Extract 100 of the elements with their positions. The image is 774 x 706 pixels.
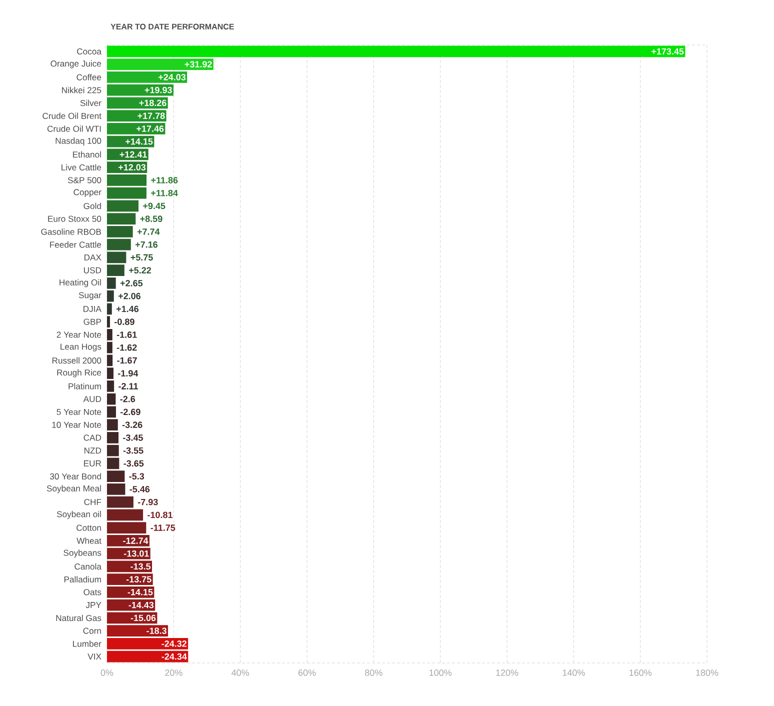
y-tick-label: Palladium bbox=[64, 576, 101, 582]
y-tick-label: Gasoline RBOB bbox=[41, 228, 102, 235]
y-tick-label: Oats bbox=[84, 589, 102, 596]
y-tick-label: CHF bbox=[84, 499, 102, 506]
data-label: +5.22 bbox=[128, 267, 152, 274]
data-label: +2.65 bbox=[120, 280, 143, 286]
data-label: -13.5 bbox=[130, 563, 151, 570]
x-tick-label: 180% bbox=[696, 670, 718, 676]
data-label: -1.62 bbox=[116, 344, 137, 351]
data-label: -2.6 bbox=[120, 396, 136, 402]
x-tick-label: 120% bbox=[496, 670, 518, 676]
y-tick-label: Soybean Meal bbox=[46, 485, 101, 494]
data-label: +7.16 bbox=[135, 241, 158, 248]
y-tick-label: Sugar bbox=[78, 292, 102, 300]
data-label: -18.3 bbox=[146, 628, 166, 634]
data-label: -12.74 bbox=[123, 538, 148, 544]
data-label: -5.46 bbox=[130, 486, 150, 492]
y-tick-label: Cocoa bbox=[77, 48, 102, 54]
y-tick-label: GBP bbox=[84, 318, 102, 325]
y-tick-label: Lumber bbox=[73, 640, 102, 647]
data-label: +2.06 bbox=[118, 292, 141, 300]
y-tick-label: Gold bbox=[84, 202, 101, 210]
data-label: +17.46 bbox=[136, 125, 164, 132]
data-label: -3.45 bbox=[123, 434, 143, 441]
y-tick-label: Heating Oil bbox=[60, 279, 101, 288]
chart-title: YEAR TO DATE PERFORMANCE bbox=[110, 24, 234, 30]
y-tick-label: Crude Oil Brent bbox=[42, 112, 102, 119]
x-tick-label: 160% bbox=[630, 670, 652, 676]
data-label: -7.93 bbox=[138, 498, 158, 506]
data-label: -10.81 bbox=[148, 512, 172, 518]
y-tick-label: VIX bbox=[88, 654, 102, 660]
y-tick-label: Live Cattle bbox=[62, 164, 102, 170]
data-label: +5.75 bbox=[130, 254, 153, 261]
data-label: -14.15 bbox=[128, 589, 153, 596]
data-label: +12.03 bbox=[118, 164, 146, 170]
bar bbox=[107, 58, 214, 70]
data-label: +1.46 bbox=[116, 306, 139, 312]
data-label: -3.55 bbox=[123, 447, 144, 454]
y-tick-label: Nikkei 225 bbox=[62, 86, 102, 94]
y-tick-label: Canola bbox=[74, 563, 102, 570]
data-label: -11.75 bbox=[150, 524, 176, 531]
y-tick-label: Natural Gas bbox=[56, 614, 102, 622]
y-tick-label: Copper bbox=[74, 189, 102, 197]
y-tick-label: Soybean oil bbox=[56, 510, 101, 519]
y-tick-label: Russell 2000 bbox=[52, 357, 102, 364]
data-label: +11.86 bbox=[151, 176, 178, 184]
data-label: +24.03 bbox=[158, 74, 186, 80]
y-tick-label: 2 Year Note bbox=[56, 332, 102, 338]
y-tick-label: S&P 500 bbox=[68, 177, 102, 184]
y-tick-label: Soybeans bbox=[64, 550, 102, 558]
y-tick-label: DJIA bbox=[84, 306, 102, 312]
data-label: -1.67 bbox=[117, 357, 137, 364]
data-label: -24.34 bbox=[162, 653, 187, 660]
y-tick-label: 30 Year Bond bbox=[50, 473, 101, 480]
y-tick-label: NZD bbox=[84, 448, 102, 454]
bar bbox=[107, 72, 188, 83]
y-tick-label: Silver bbox=[80, 100, 102, 106]
x-tick-label: 140% bbox=[562, 670, 585, 676]
y-tick-label: CAD bbox=[84, 434, 102, 441]
x-tick-label: 20% bbox=[165, 670, 182, 676]
data-label: -0.89 bbox=[114, 318, 134, 326]
data-label: -13.75 bbox=[126, 576, 152, 582]
data-label: -24.32 bbox=[162, 640, 187, 647]
data-label: -3.26 bbox=[122, 422, 142, 428]
y-tick-label: 10 Year Note bbox=[52, 422, 102, 428]
data-label: +19.93 bbox=[144, 86, 172, 94]
y-tick-label: Rough Rice bbox=[57, 369, 102, 378]
data-label: +173.45 bbox=[652, 48, 684, 55]
data-label: -5.3 bbox=[129, 473, 144, 480]
y-tick-label: Nasdaq 100 bbox=[56, 138, 102, 146]
y-tick-label: Euro Stoxx 50 bbox=[48, 216, 102, 222]
y-tick-label: USD bbox=[84, 267, 102, 274]
data-label: +7.74 bbox=[137, 228, 160, 235]
y-tick-label: Feeder Cattle bbox=[50, 241, 102, 248]
bar bbox=[107, 46, 686, 58]
data-label: -15.06 bbox=[130, 614, 156, 622]
y-tick-label: 5 Year Note bbox=[56, 408, 102, 415]
bar bbox=[107, 496, 134, 508]
y-tick-label: JPY bbox=[86, 602, 102, 608]
bar bbox=[107, 625, 168, 636]
data-label: -1.94 bbox=[118, 370, 138, 376]
y-tick-label: Lean Hogs bbox=[60, 344, 102, 352]
y-tick-label: DAX bbox=[84, 254, 102, 260]
y-tick-label: Orange Juice bbox=[50, 60, 102, 68]
data-label: -14.43 bbox=[128, 602, 154, 608]
x-tick-label: 80% bbox=[365, 670, 382, 676]
y-tick-label: AUD bbox=[83, 396, 102, 402]
data-label: +18.26 bbox=[139, 100, 166, 106]
x-tick-label: 0% bbox=[100, 670, 114, 676]
data-label: +9.45 bbox=[143, 202, 166, 210]
x-tick-label: 60% bbox=[298, 670, 316, 676]
y-tick-label: Crude Oil WTI bbox=[47, 126, 101, 132]
data-label: -3.65 bbox=[124, 460, 144, 467]
data-label: -2.69 bbox=[120, 408, 140, 416]
y-tick-label: Corn bbox=[83, 628, 101, 634]
y-tick-label: Coffee bbox=[76, 74, 102, 80]
x-tick-label: 100% bbox=[430, 670, 452, 676]
data-label: -1.61 bbox=[116, 331, 137, 338]
data-label: +12.41 bbox=[120, 151, 147, 158]
y-tick-label: Cotton bbox=[76, 524, 101, 531]
